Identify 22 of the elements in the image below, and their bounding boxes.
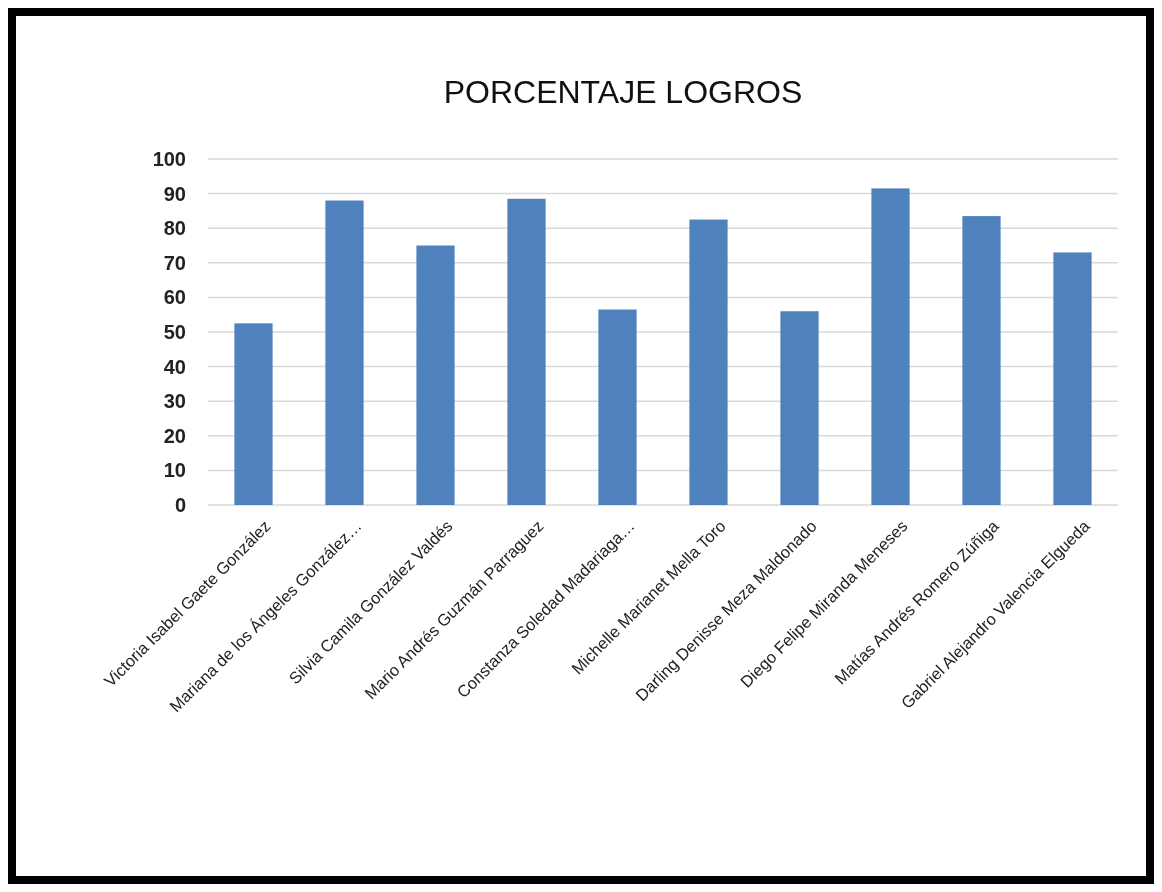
bar <box>507 198 546 505</box>
bar <box>325 200 364 505</box>
chart-title: PORCENTAJE LOGROS <box>443 74 803 110</box>
bar <box>962 216 1001 505</box>
y-tick-label: 90 <box>163 182 186 205</box>
y-tick-label: 50 <box>163 321 186 343</box>
y-tick-label: 0 <box>174 494 186 516</box>
bar <box>780 311 819 505</box>
y-tick-label: 80 <box>163 217 186 240</box>
bar <box>1053 252 1092 505</box>
y-tick-label: 20 <box>163 424 186 447</box>
y-tick-label: 100 <box>152 148 186 170</box>
y-tick-label: 10 <box>163 459 186 482</box>
y-tick-label: 70 <box>163 251 186 274</box>
bar <box>871 188 910 505</box>
y-tick-label: 60 <box>163 286 186 309</box>
bar <box>234 323 273 505</box>
y-tick-label: 30 <box>163 390 186 413</box>
bar <box>689 219 728 505</box>
y-tick-label: 40 <box>163 355 186 378</box>
bar <box>416 245 455 505</box>
bar <box>598 309 637 505</box>
